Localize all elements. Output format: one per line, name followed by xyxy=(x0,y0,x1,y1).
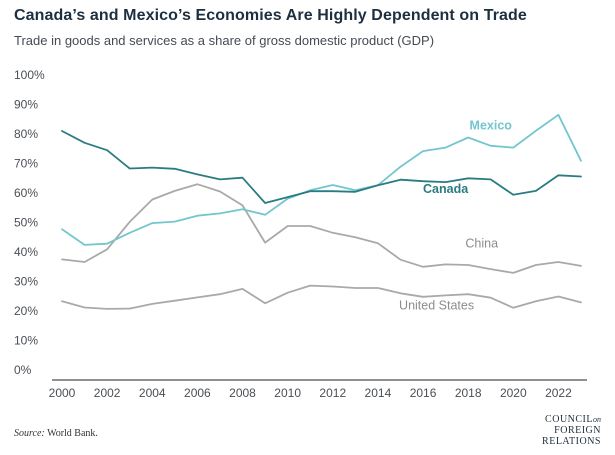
series-label-canada: Canada xyxy=(423,182,469,196)
chart-subtitle: Trade in goods and services as a share o… xyxy=(14,33,435,48)
x-tick-label: 2020 xyxy=(500,386,527,400)
logo-council: COUNCIL xyxy=(545,414,593,425)
x-tick-label: 2010 xyxy=(274,386,301,400)
series-label-united-states: United States xyxy=(399,299,474,313)
series-line-china xyxy=(61,183,582,274)
chart-title: Canada’s and Mexico’s Economies Are High… xyxy=(14,7,527,24)
logo-relations: RELATIONS xyxy=(542,436,601,447)
y-tick-label: 50% xyxy=(14,216,38,230)
logo-foreign: FOREIGN xyxy=(554,425,601,436)
y-tick-label: 70% xyxy=(14,157,38,171)
series-line-united-states xyxy=(61,284,582,310)
x-tick-label: 2004 xyxy=(139,386,166,400)
logo-on: on xyxy=(593,415,601,424)
x-tick-label: 2006 xyxy=(184,386,211,400)
x-tick-label: 2016 xyxy=(410,386,437,400)
x-tick-label: 2000 xyxy=(49,386,76,400)
series-labels: Mexico Canada China United States xyxy=(399,119,512,313)
x-tick-label: 2012 xyxy=(319,386,346,400)
x-tick-label: 2002 xyxy=(94,386,121,400)
y-tick-label: 0% xyxy=(14,363,32,377)
x-tick-label: 2008 xyxy=(229,386,256,400)
y-tick-label: 80% xyxy=(14,127,38,141)
source-text: World Bank. xyxy=(47,428,98,439)
y-tick-label: 40% xyxy=(14,245,38,259)
x-tick-label: 2018 xyxy=(455,386,482,400)
series-line-canada xyxy=(61,130,582,204)
x-tick-label: 2014 xyxy=(365,386,392,400)
series-label-china: China xyxy=(465,237,498,251)
series-lines xyxy=(61,113,582,310)
y-axis-labels: 0% 10% 20% 30% 40% 50% 60% 70% 80% 90% 100% xyxy=(14,68,45,377)
cfr-logo: COUNCILon FOREIGN RELATIONS xyxy=(542,414,601,447)
y-tick-label: 10% xyxy=(14,334,38,348)
y-tick-label: 20% xyxy=(14,304,38,318)
y-tick-label: 60% xyxy=(14,186,38,200)
y-tick-label: 100% xyxy=(14,68,45,82)
source-label: Source: xyxy=(14,428,45,439)
series-label-mexico: Mexico xyxy=(470,119,513,133)
y-tick-label: 30% xyxy=(14,275,38,289)
y-tick-label: 90% xyxy=(14,98,38,112)
x-tick-label: 2022 xyxy=(545,386,572,400)
series-line-mexico xyxy=(61,113,582,246)
source-note: Source: World Bank. xyxy=(14,428,98,439)
x-axis-labels: 2000 2002 2004 2006 2008 2010 2012 2014 2016 2018… xyxy=(49,386,572,400)
